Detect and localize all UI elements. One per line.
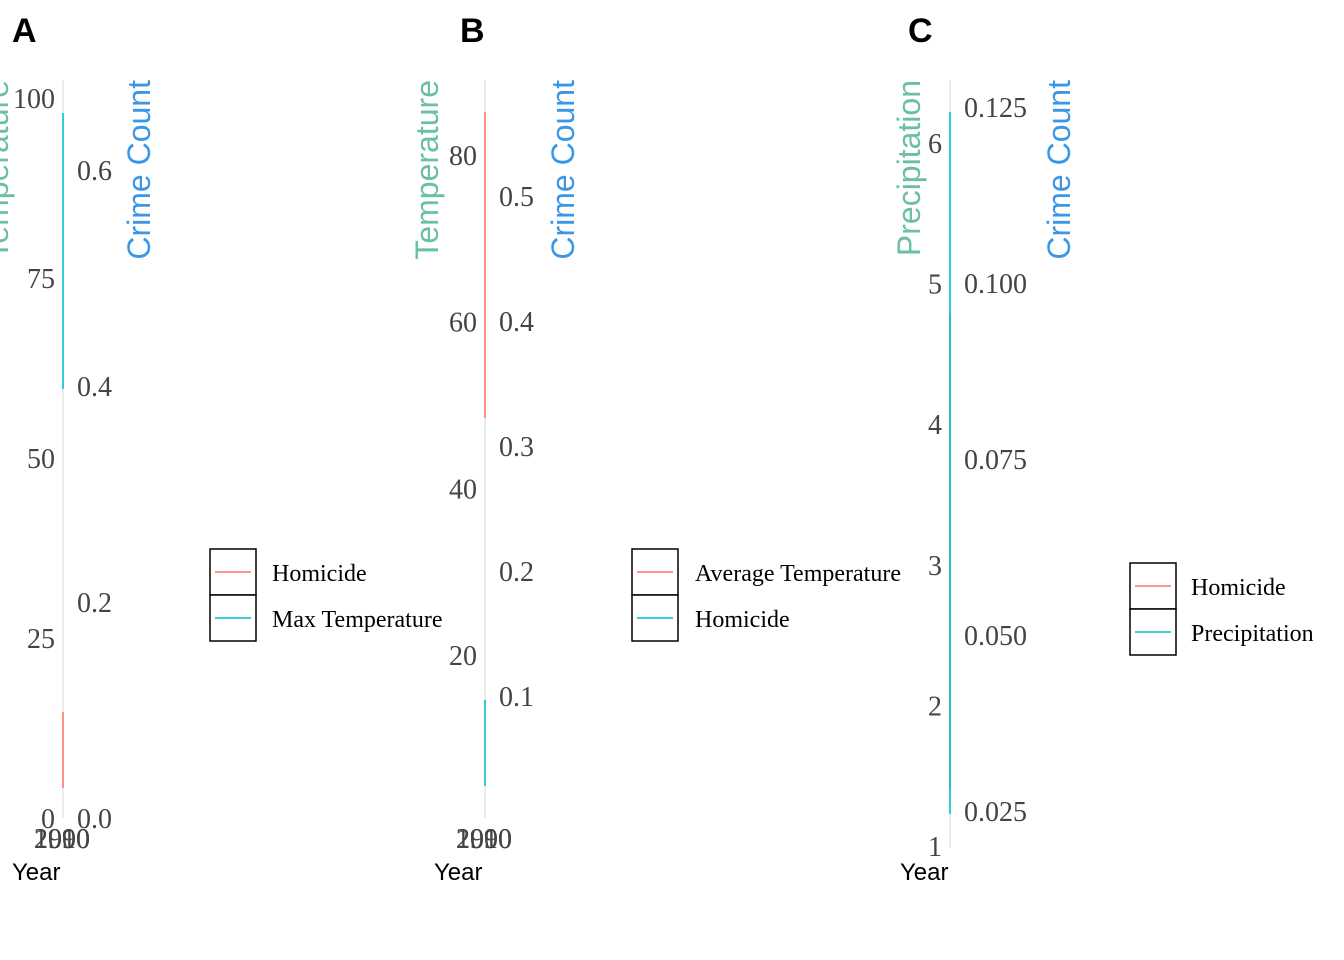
right-tick-label: 0.125	[964, 93, 1027, 124]
left-tick-label: 2	[928, 691, 942, 722]
left-tick-label: 0	[41, 804, 55, 835]
left-axis-title: Temperature	[409, 80, 445, 260]
left-tick-label: 20	[449, 641, 477, 672]
left-tick-label: 100	[13, 84, 55, 115]
right-tick-label: 0.2	[499, 557, 534, 588]
right-tick-label: 0.2	[77, 588, 112, 619]
x-axis-title: Year	[12, 859, 61, 886]
left-tick-label: 25	[27, 624, 55, 655]
panel-a: A 0 25 50 75 100 0.0 0.2 0.4 0.6 Temperature Crime …	[0, 12, 442, 886]
panel-c: C 1 2 3 4 5 6 0.025 0.050 0.075 0.100 0.125 Precipit…	[891, 12, 1314, 886]
left-tick-label: 6	[928, 129, 942, 160]
right-tick-label: 0.4	[77, 372, 112, 403]
x-tick-label: 2010	[456, 824, 512, 855]
x-axis-title: Year	[900, 859, 949, 886]
left-tick-label: 1	[928, 832, 942, 863]
x-tick-label: 2010	[34, 824, 90, 855]
legend: Average Temperature Homicide	[631, 548, 901, 642]
right-tick-label: 0.0	[77, 804, 112, 835]
right-tick-label: 0.4	[499, 307, 534, 338]
left-tick-label: 40	[449, 474, 477, 505]
right-axis-title: Crime Count	[545, 80, 581, 260]
legend-label: Average Temperature	[695, 561, 901, 587]
panel-label: C	[908, 12, 933, 50]
legend: Homicide Max Temperature	[209, 548, 442, 642]
left-tick-label: 5	[928, 270, 942, 301]
x-tick-label: 2000	[456, 824, 512, 855]
left-axis-title: Precipitation	[891, 80, 927, 256]
legend-label: Precipitation	[1191, 621, 1314, 647]
panel-label: A	[12, 12, 37, 50]
x-tick-label: 2000	[34, 824, 90, 855]
left-tick-label: 50	[27, 444, 55, 475]
left-tick-label: 4	[928, 410, 942, 441]
x-tick-label: 1990	[456, 824, 512, 855]
right-tick-label: 0.100	[964, 269, 1027, 300]
left-tick-label: 3	[928, 551, 942, 582]
right-axis-title: Crime Count	[121, 80, 157, 260]
x-axis-title: Year	[434, 859, 483, 886]
right-tick-label: 0.075	[964, 445, 1027, 476]
right-tick-label: 0.050	[964, 621, 1027, 652]
right-tick-label: 0.5	[499, 182, 534, 213]
x-tick-label: 1990	[34, 824, 90, 855]
left-axis-title: Temperature	[0, 80, 15, 260]
legend-label: Max Temperature	[272, 607, 442, 633]
right-tick-label: 0.3	[499, 432, 534, 463]
panel-label: B	[460, 12, 485, 50]
legend-label: Homicide	[695, 607, 790, 633]
panel-b: B 20 40 60 80 0.1 0.2 0.3 0.4 0.5 Temperature Crime…	[409, 12, 901, 886]
legend: Homicide Precipitation	[1129, 562, 1314, 656]
left-tick-label: 75	[27, 264, 55, 295]
right-axis-title: Crime Count	[1041, 80, 1077, 260]
left-tick-label: 60	[449, 308, 477, 339]
left-tick-label: 80	[449, 141, 477, 172]
legend-label: Homicide	[272, 561, 367, 587]
legend-label: Homicide	[1191, 575, 1286, 601]
right-tick-label: 0.025	[964, 797, 1027, 828]
right-tick-label: 0.6	[77, 156, 112, 187]
right-tick-label: 0.1	[499, 682, 534, 713]
